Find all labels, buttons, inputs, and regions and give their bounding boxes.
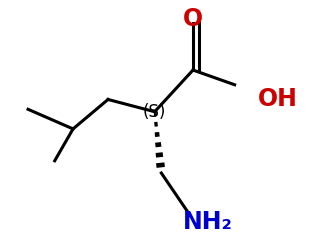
Text: NH₂: NH₂ (183, 210, 233, 234)
Text: OH: OH (258, 88, 298, 112)
Text: (S): (S) (143, 103, 166, 121)
Text: O: O (183, 6, 203, 31)
